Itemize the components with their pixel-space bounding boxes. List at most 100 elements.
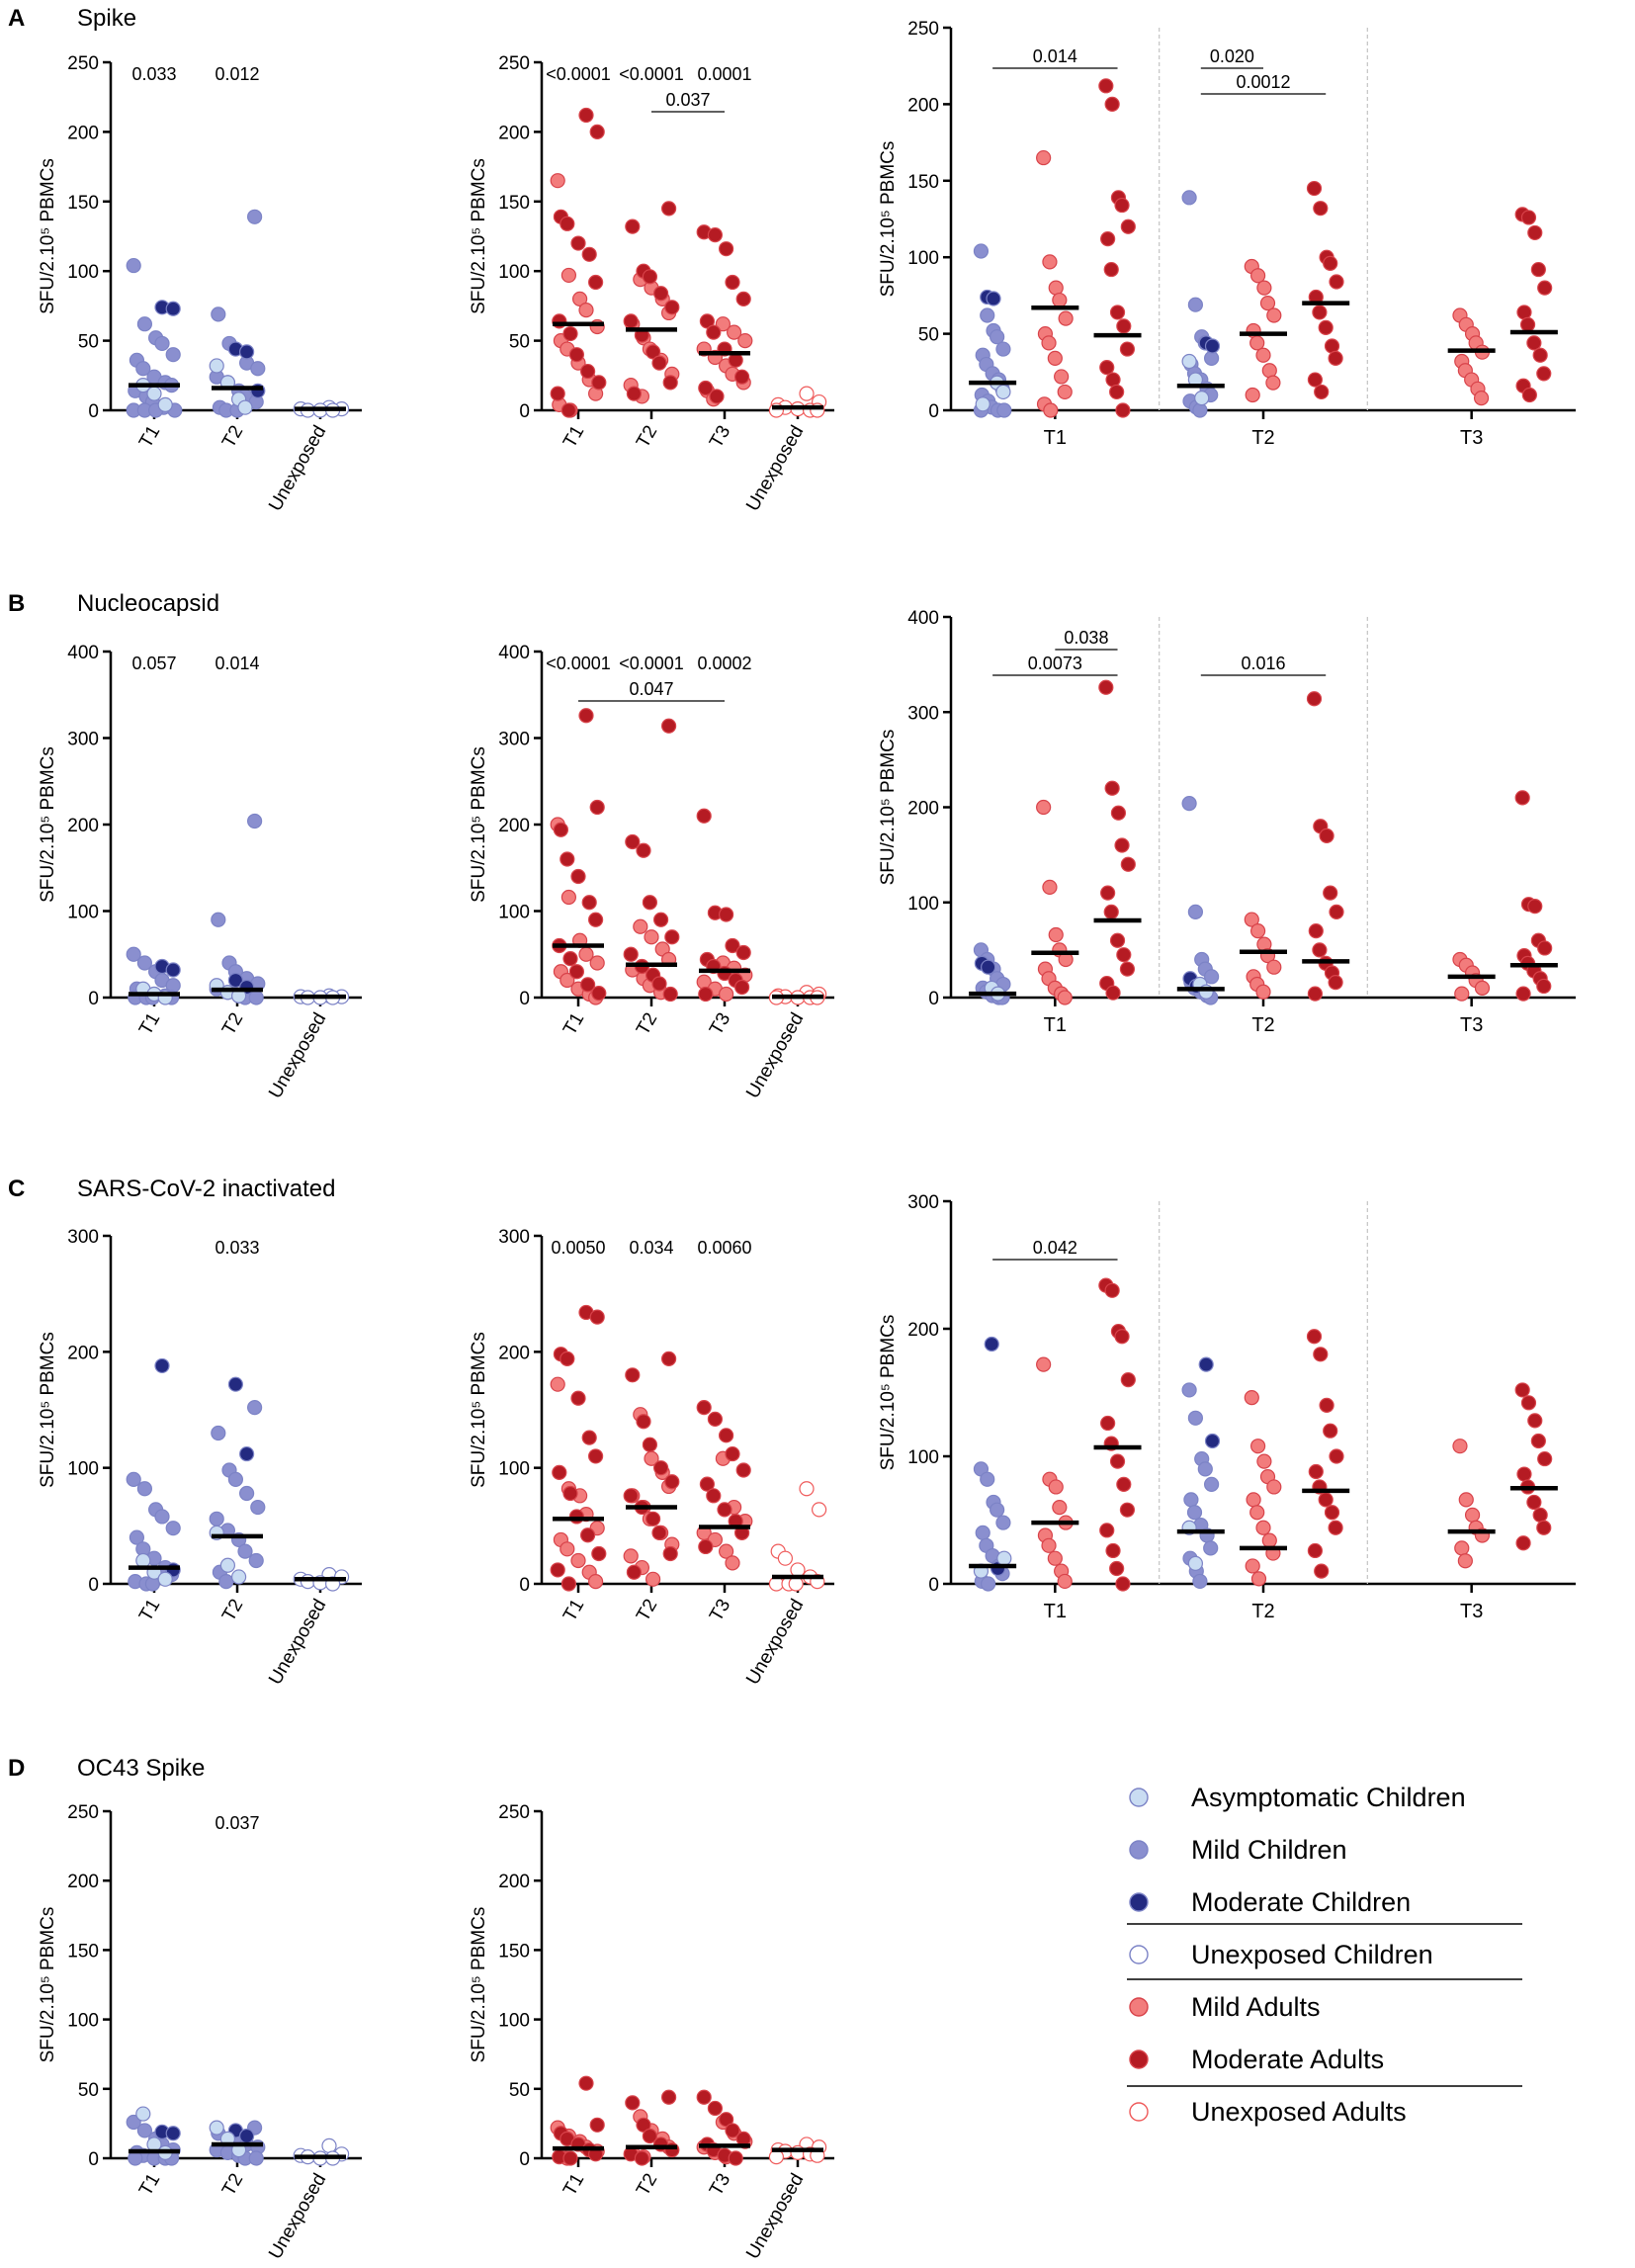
- data-point-moderate-adults: [1515, 1535, 1531, 1551]
- data-point-moderate-adults: [1526, 335, 1542, 351]
- y-axis-label: SFU/2.10⁵ PBMCs: [469, 746, 489, 903]
- data-point-moderate-adults: [1536, 978, 1552, 995]
- data-point-moderate-adults: [645, 344, 661, 360]
- data-point-mild-children: [1192, 1573, 1208, 1590]
- data-point-mild-children: [990, 1502, 1005, 1518]
- x-tick-label: T2: [633, 422, 661, 452]
- data-point-moderate-children: [165, 301, 181, 316]
- x-tick-label: T3: [706, 2170, 734, 2200]
- data-point-mild-children: [995, 341, 1011, 357]
- data-point-mild-adults: [1036, 1356, 1052, 1372]
- y-tick-label: 100: [67, 262, 99, 283]
- data-point-mild-adults: [1246, 1492, 1261, 1508]
- y-tick-label: 50: [78, 332, 99, 353]
- data-point-moderate-adults: [1104, 780, 1120, 796]
- data-point-mild-children: [126, 946, 141, 962]
- data-point-moderate-adults: [1110, 805, 1127, 821]
- x-tick-label: T2: [218, 1009, 247, 1039]
- data-point-moderate-adults: [1103, 261, 1119, 278]
- data-point-moderate-adults: [1109, 384, 1125, 400]
- timepoint-label: T2: [1251, 1601, 1274, 1622]
- data-point-moderate-adults: [1328, 974, 1343, 991]
- legend-marker: [1129, 1997, 1149, 2017]
- legend-label: Moderate Adults: [1191, 2045, 1384, 2074]
- data-point-mild-adults: [1057, 1573, 1073, 1590]
- data-point-mild-adults: [1464, 1507, 1481, 1523]
- data-point-moderate-adults: [1526, 1494, 1542, 1511]
- y-axis-label: SFU/2.10⁵ PBMCs: [38, 746, 58, 903]
- x-tick-label: Unexposed: [742, 2170, 808, 2263]
- data-point-moderate-adults: [1323, 255, 1338, 271]
- data-point-moderate-adults: [1099, 360, 1115, 376]
- legend-label: Unexposed Adults: [1191, 2097, 1407, 2127]
- bracket-p-value: 0.016: [1241, 654, 1285, 673]
- x-tick-label: T3: [706, 1009, 734, 1039]
- data-point-moderate-adults: [660, 2089, 677, 2105]
- legend-label: Moderate Children: [1191, 1887, 1411, 1917]
- data-point-mild-children: [218, 1574, 234, 1590]
- y-tick-label: 0: [88, 2149, 99, 2170]
- x-tick-label: Unexposed: [265, 1596, 330, 1689]
- data-point-mild-adults: [1259, 296, 1276, 311]
- legend-marker: [1129, 1892, 1149, 1912]
- bracket-p-value: 0.042: [1033, 1238, 1077, 1258]
- data-point-asymptomatic-children: [157, 396, 173, 412]
- data-point-moderate-adults: [662, 1545, 678, 1562]
- y-axis-label: SFU/2.10⁵ PBMCs: [878, 1315, 899, 1471]
- x-tick-label: T2: [633, 1596, 661, 1625]
- data-point-mild-adults: [1249, 268, 1266, 284]
- data-point-mild-adults: [1265, 375, 1281, 391]
- data-point-moderate-adults: [623, 313, 639, 329]
- data-point-moderate-adults: [550, 1562, 565, 1578]
- data-point-moderate-adults: [568, 964, 585, 980]
- data-point-moderate-adults: [642, 2128, 658, 2144]
- data-point-moderate-adults: [559, 1351, 575, 1366]
- legend-marker: [1129, 2050, 1149, 2069]
- data-point-moderate-adults: [1114, 837, 1130, 853]
- panel-title: Nucleocapsid: [77, 590, 219, 617]
- data-point-moderate-adults: [651, 1525, 667, 1540]
- x-tick-label: T1: [559, 422, 588, 452]
- data-point-moderate-children: [154, 1357, 170, 1374]
- data-point-moderate-adults: [562, 325, 578, 342]
- data-point-moderate-adults: [642, 1437, 658, 1452]
- data-point-moderate-adults: [1514, 1382, 1530, 1398]
- data-point-moderate-adults: [652, 1460, 669, 1476]
- data-point-mild-children: [239, 1485, 255, 1502]
- data-point-moderate-adults: [1098, 679, 1114, 695]
- data-point-mild-children: [1183, 1492, 1199, 1508]
- data-point-moderate-adults: [1520, 210, 1537, 225]
- data-point-mild-adults: [715, 316, 731, 332]
- legend-marker: [1129, 1788, 1149, 1807]
- x-tick-label: T1: [135, 2170, 164, 2200]
- data-point-mild-adults: [1457, 1553, 1473, 1569]
- data-point-moderate-adults: [1116, 947, 1132, 963]
- data-point-moderate-adults: [1099, 1523, 1115, 1538]
- data-point-moderate-adults: [662, 375, 678, 391]
- data-point-unexposed-adults: [777, 1550, 794, 1566]
- data-point-mild-adults: [1249, 1439, 1266, 1454]
- y-tick-label: 200: [67, 816, 99, 836]
- data-point-moderate-children: [239, 344, 255, 360]
- data-point-mild-adults: [560, 267, 577, 284]
- data-point-moderate-adults: [1537, 1450, 1553, 1467]
- panel-letter: C: [8, 1176, 25, 1202]
- data-point-moderate-adults: [1514, 790, 1530, 806]
- y-axis-label: SFU/2.10⁵ PBMCs: [38, 1332, 58, 1488]
- data-point-moderate-adults: [664, 300, 680, 315]
- x-tick-label: Unexposed: [265, 1009, 330, 1102]
- data-point-moderate-adults: [589, 1309, 605, 1325]
- y-tick-label: 250: [67, 1802, 99, 1823]
- data-point-moderate-adults: [642, 269, 658, 285]
- legend-item-mild-adults: Mild Adults: [1129, 1992, 1321, 2022]
- data-point-mild-children: [1187, 297, 1204, 312]
- data-point-moderate-children: [1198, 1356, 1214, 1372]
- p-value-label: 0.0002: [697, 654, 751, 673]
- y-tick-label: 250: [907, 19, 939, 40]
- data-point-moderate-adults: [1109, 932, 1126, 948]
- data-point-moderate-adults: [718, 1428, 734, 1443]
- data-point-moderate-adults: [1314, 1563, 1330, 1579]
- x-tick-label: T3: [706, 1596, 734, 1625]
- x-tick-label: Unexposed: [742, 1596, 808, 1689]
- data-point-moderate-adults: [699, 1476, 716, 1492]
